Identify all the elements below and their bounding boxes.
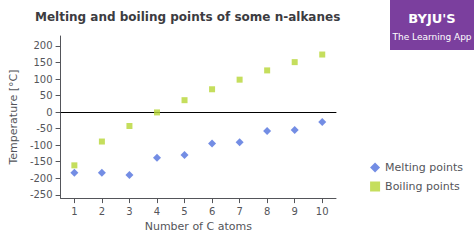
svg-text:Melting and boiling points of: Melting and boiling points of some n-alk… <box>35 10 340 24</box>
svg-text:3: 3 <box>126 206 132 217</box>
svg-text:9: 9 <box>292 206 298 217</box>
svg-text:BYJU'S: BYJU'S <box>408 11 455 26</box>
svg-text:1: 1 <box>71 206 77 217</box>
svg-text:-50: -50 <box>36 123 52 134</box>
svg-text:10: 10 <box>316 206 329 217</box>
svg-text:Number of C atoms: Number of C atoms <box>145 220 252 233</box>
svg-text:Temperature [°C]: Temperature [°C] <box>7 70 20 166</box>
svg-text:4: 4 <box>154 206 160 217</box>
svg-text:100: 100 <box>34 74 53 85</box>
svg-text:7: 7 <box>236 206 242 217</box>
svg-text:6: 6 <box>209 206 215 217</box>
svg-text:-100: -100 <box>30 140 53 151</box>
svg-text:2: 2 <box>99 206 105 217</box>
svg-text:5: 5 <box>181 206 187 217</box>
svg-text:The Learning App: The Learning App <box>391 32 471 42</box>
svg-text:200: 200 <box>34 40 53 51</box>
svg-text:-250: -250 <box>30 189 53 200</box>
svg-text:-150: -150 <box>30 156 53 167</box>
svg-text:150: 150 <box>34 57 53 68</box>
svg-text:0: 0 <box>46 107 52 118</box>
svg-text:Boiling points: Boiling points <box>385 180 460 193</box>
svg-text:Melting points: Melting points <box>385 161 463 174</box>
svg-text:50: 50 <box>40 90 53 101</box>
svg-text:-200: -200 <box>30 173 53 184</box>
svg-text:8: 8 <box>264 206 270 217</box>
